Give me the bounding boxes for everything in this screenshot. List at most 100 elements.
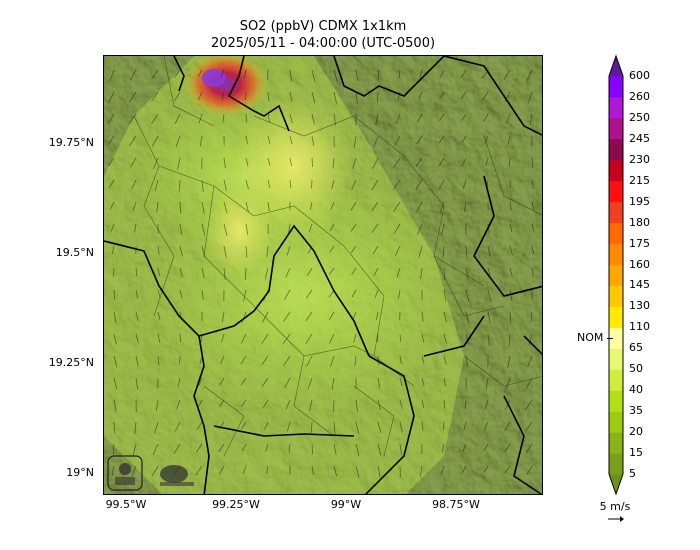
wind-vector: [223, 245, 227, 258]
wind-vector: [352, 311, 357, 320]
lat-tick-label: 19.25°N: [48, 356, 94, 369]
wind-vector: [264, 267, 269, 280]
wind-vector: [525, 443, 533, 454]
wind-vector: [285, 267, 291, 278]
wind-vector: [355, 421, 359, 434]
wind-vector: [174, 91, 181, 101]
wind-vector: [483, 443, 489, 452]
wind-vector: [526, 465, 533, 475]
wind-vector: [531, 179, 535, 189]
colorbar-tick-label: 245: [629, 131, 650, 145]
wind-vector: [287, 421, 291, 432]
wind-vector: [245, 113, 247, 123]
wind-vector: [266, 245, 269, 257]
colorbar-segment: [609, 201, 623, 224]
wind-vector: [243, 289, 247, 302]
wind-vector: [416, 223, 423, 236]
wind-vector: [355, 69, 359, 81]
wind-vector: [134, 421, 137, 434]
lon-tick-label: 99.5°W: [105, 498, 147, 511]
wind-vector: [113, 355, 118, 368]
colorbar-tick-label: 50: [629, 362, 643, 376]
wind-vector: [240, 399, 247, 408]
wind-vector: [419, 69, 423, 78]
wind-vector: [461, 113, 467, 121]
wind-vector: [439, 201, 445, 213]
wind-vector: [289, 179, 292, 189]
wind-vector: [220, 333, 225, 343]
wind-vector: [373, 135, 379, 148]
wind-vector: [508, 157, 511, 167]
wind-vector: [333, 91, 337, 104]
wind-vector: [311, 443, 313, 455]
wind-vector: [245, 135, 248, 145]
wind-vector: [531, 157, 534, 168]
colorbar-segment: [609, 243, 623, 266]
wind-vector: [222, 113, 225, 123]
map-subtitle: 2025/05/11 - 04:00:00 (UTC-0500): [210, 36, 436, 51]
wind-vector: [151, 135, 159, 147]
wind-vector: [397, 91, 401, 102]
wind-vector: [333, 113, 337, 126]
wind-vector: [113, 267, 115, 277]
plume-hotspot: [184, 56, 268, 116]
wind-vector: [311, 179, 313, 189]
wind-vector: [421, 311, 424, 322]
wind-vector: [461, 465, 467, 474]
nom-label: NOM: [577, 330, 604, 344]
colorbar-tick-label: 260: [629, 89, 650, 103]
wind-vector: [328, 267, 335, 275]
wind-vector: [305, 289, 313, 299]
map-title: SO2 (ppbV) CDMX 1x1km: [239, 19, 407, 34]
wind-vector: [311, 113, 315, 125]
wind-vector: [179, 355, 181, 365]
wind-vector: [465, 355, 468, 367]
wind-vector: [377, 355, 379, 365]
wind-vector: [113, 377, 118, 390]
wind-vector: [174, 69, 181, 78]
lon-tick-label: 99°W: [330, 498, 362, 511]
wind-vector: [377, 69, 380, 80]
colorbar-tick-label: 5: [629, 467, 636, 480]
wind-vector: [135, 355, 139, 367]
wind-vector: [261, 311, 269, 323]
wind-vector: [531, 245, 535, 254]
wind-vector: [526, 69, 533, 82]
colorbar-tick-label: 110: [629, 320, 650, 334]
wind-vector: [441, 223, 445, 236]
wind-vector: [415, 179, 423, 190]
wind-vector: [465, 267, 469, 280]
wind-vector: [285, 399, 291, 410]
wind-vector: [218, 465, 225, 475]
wind-vector: [392, 201, 401, 213]
wind-vector: [222, 311, 225, 323]
wind-vector: [377, 443, 382, 456]
wind-vector: [441, 443, 445, 453]
lat-tick-label: 19°N: [66, 466, 94, 479]
wind-vector: [178, 179, 181, 192]
wind-vector: [195, 465, 203, 476]
wind-vector: [283, 289, 291, 300]
wind-vector: [372, 245, 379, 255]
wind-vector: [157, 267, 161, 277]
wind-vector: [487, 245, 491, 257]
wind-vector: [351, 289, 357, 298]
wind-vector: [173, 443, 181, 454]
wind-vector: [394, 135, 401, 146]
wind-vector: [112, 443, 115, 455]
wind-vector: [375, 113, 379, 126]
colorbar-tick-label: 250: [629, 110, 650, 124]
wind-vector: [331, 377, 335, 390]
wind-vector: [223, 201, 228, 214]
wind-vector: [264, 421, 269, 430]
wind-vector: [289, 113, 293, 124]
wind-vector: [267, 201, 270, 212]
wind-vector: [289, 91, 293, 103]
wind-vector: [332, 157, 335, 169]
wind-vector: [443, 355, 447, 365]
colorbar-segment: [609, 222, 623, 245]
wind-vector: [289, 157, 292, 167]
colorbar-tick-label: 40: [629, 383, 643, 397]
wind-vector: [288, 443, 291, 453]
wind-vector: [157, 289, 161, 298]
